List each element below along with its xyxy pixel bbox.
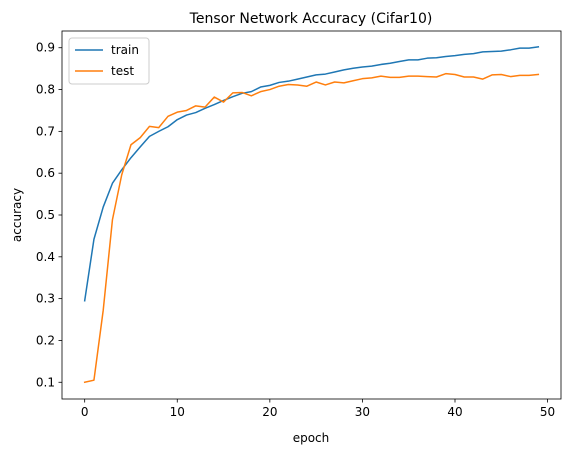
axis-ticks: 0 10 20 30 40 50 0.1 0.2 0.3 0.4 0.5 0.6 0.7 0.8 0.9	[36, 41, 555, 419]
x-tick-label: 10	[170, 405, 185, 419]
legend: train test	[68, 37, 150, 85]
series-line-train	[83, 46, 540, 302]
x-tick-label: 20	[262, 405, 277, 419]
y-tick-label: 0.4	[36, 250, 55, 264]
legend-label-train: train	[111, 43, 139, 57]
y-tick-label: 0.1	[36, 375, 55, 389]
y-tick-label: 0.7	[36, 124, 55, 138]
x-axis-label: epoch	[293, 431, 330, 445]
x-tick-label: 0	[81, 405, 89, 419]
chart-title: Tensor Network Accuracy (Cifar10)	[189, 11, 433, 27]
series-line-test	[83, 72, 540, 384]
x-tick-label: 50	[540, 405, 555, 419]
y-tick-label: 0.5	[36, 208, 55, 222]
y-tick-label: 0.8	[36, 83, 55, 97]
plot-frame	[61, 30, 562, 400]
x-tick-label: 40	[447, 405, 462, 419]
y-tick-label: 0.6	[36, 166, 55, 180]
y-tick-label: 0.9	[36, 41, 55, 55]
y-tick-label: 0.3	[36, 292, 55, 306]
y-axis-label: accuracy	[10, 188, 24, 242]
plot-area	[83, 46, 540, 384]
legend-label-test: test	[111, 64, 134, 78]
y-tick-label: 0.2	[36, 333, 55, 347]
x-tick-label: 30	[355, 405, 370, 419]
